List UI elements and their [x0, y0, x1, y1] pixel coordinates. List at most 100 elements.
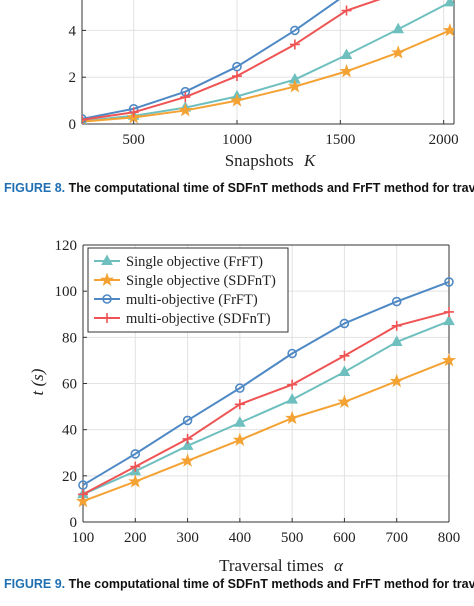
data-point: [444, 306, 454, 317]
series-4: [82, 0, 381, 124]
series-line: [82, 1, 451, 122]
grid: [82, 0, 454, 125]
x-tick-label: 800: [438, 530, 461, 546]
data-point: [389, 373, 404, 388]
legend-label: multi-objective (FrFT): [126, 292, 258, 308]
legend-entry: Single objective (FrFT): [94, 254, 263, 270]
x-axis-label-var: K: [303, 151, 317, 170]
tick-labels: 100 200 300 400 500 600 700 800 0 20 40 60 80 100 120: [55, 238, 461, 546]
data-point: [287, 79, 302, 93]
data-point: [78, 480, 88, 490]
data-point: [339, 63, 354, 78]
series-1: [77, 314, 455, 499]
data-point: [286, 393, 298, 404]
data-point: [285, 410, 300, 425]
x-tick-label: 1500: [325, 132, 355, 148]
legend-marker: [99, 272, 115, 286]
data-point: [444, 0, 454, 7]
figure-label: FIGURE 9.: [4, 577, 66, 591]
data-point: [287, 348, 297, 359]
data-point: [338, 365, 351, 376]
x-tick-label: 1000: [222, 132, 252, 148]
data-point: [290, 25, 300, 36]
legend-marker: [102, 313, 112, 323]
figure-caption-8: FIGURE 8. The computational time of SDFn…: [4, 180, 474, 197]
x-tick-label: 600: [333, 530, 356, 546]
data-point: [391, 320, 402, 331]
series-line: [82, 359, 450, 503]
data-point: [130, 449, 141, 459]
y-axis-label: t (s): [28, 368, 47, 395]
data-point: [128, 107, 139, 118]
tick-labels: 500 1000 1500 2000 0 2 4: [69, 23, 459, 148]
data-point: [229, 93, 245, 107]
x-tick-label: 500: [122, 132, 145, 148]
data-point: [232, 61, 242, 72]
legend: Single objective (FrFT) Single objective …: [87, 247, 289, 333]
y-tick-label: 2: [69, 70, 77, 86]
data-point: [232, 71, 242, 82]
plot-area: [75, 277, 457, 508]
series-line: [82, 310, 450, 496]
data-point: [289, 39, 300, 50]
data-point: [234, 399, 245, 410]
legend-label: multi-objective (SDFnT): [126, 311, 271, 327]
axes: [82, 244, 450, 523]
chart-snapshots: 500 1000 1500 2000 0 2 4 Snapshots K: [69, 0, 459, 170]
x-axis-label-text: Traversal times: [219, 556, 324, 575]
data-point: [287, 379, 298, 390]
figure-label: FIGURE 8.: [4, 181, 66, 195]
legend-label: Single objective (FrFT): [126, 254, 263, 270]
data-point: [180, 92, 191, 103]
data-point: [82, 114, 87, 124]
series-line: [82, 0, 381, 121]
data-point: [392, 22, 405, 34]
x-axis-label-var: α: [334, 556, 344, 575]
series-4: [78, 306, 454, 500]
series-line: [82, 320, 450, 496]
x-axis-label: Snapshots K: [225, 151, 317, 170]
x-tick-label: 200: [124, 530, 147, 546]
legend-entry: Single objective (SDFnT): [94, 272, 276, 289]
data-point: [180, 453, 195, 467]
legend-marker: [101, 254, 113, 265]
data-point: [75, 493, 91, 508]
legend-marker: [102, 294, 112, 304]
data-point: [235, 383, 245, 393]
data-point: [390, 335, 403, 346]
y-tick-label: 60: [62, 377, 77, 393]
figure-caption-text: The computational time of SDFnT methods …: [68, 181, 474, 195]
data-point: [232, 432, 247, 447]
y-tick-label: 40: [62, 423, 77, 439]
y-tick-label: 4: [69, 23, 77, 39]
data-point: [178, 103, 193, 117]
axes: [81, 0, 455, 125]
y-tick-label: 80: [62, 330, 77, 346]
x-tick-label: 400: [229, 530, 252, 546]
x-tick-label: 2000: [429, 132, 459, 148]
y-tick-label: 0: [70, 515, 78, 531]
series-line: [82, 280, 450, 486]
x-tick-label: 100: [72, 530, 95, 546]
data-point: [340, 48, 353, 59]
data-point: [341, 5, 352, 16]
data-point: [444, 277, 454, 287]
x-axis-label-text: Snapshots: [225, 151, 294, 170]
series-2: [75, 353, 457, 508]
legend-box: [87, 247, 289, 333]
y-tick-label: 100: [55, 284, 78, 300]
series-2: [82, 23, 454, 124]
data-point: [181, 439, 194, 450]
y-tick-label: 120: [55, 238, 78, 254]
chart-traversal: 100 200 300 400 500 600 700 800020406080100120 …: [28, 238, 461, 575]
y-tick-label: 20: [62, 469, 77, 485]
x-tick-label: 500: [281, 530, 304, 546]
y-tick-label: 0: [69, 117, 77, 133]
series-line: [82, 29, 451, 123]
data-point: [128, 474, 143, 488]
data-point: [339, 318, 350, 329]
data-point: [130, 461, 141, 472]
series-line: [82, 0, 340, 120]
legend-entry: multi-objective (SDFnT): [94, 311, 271, 327]
data-point: [441, 353, 457, 367]
